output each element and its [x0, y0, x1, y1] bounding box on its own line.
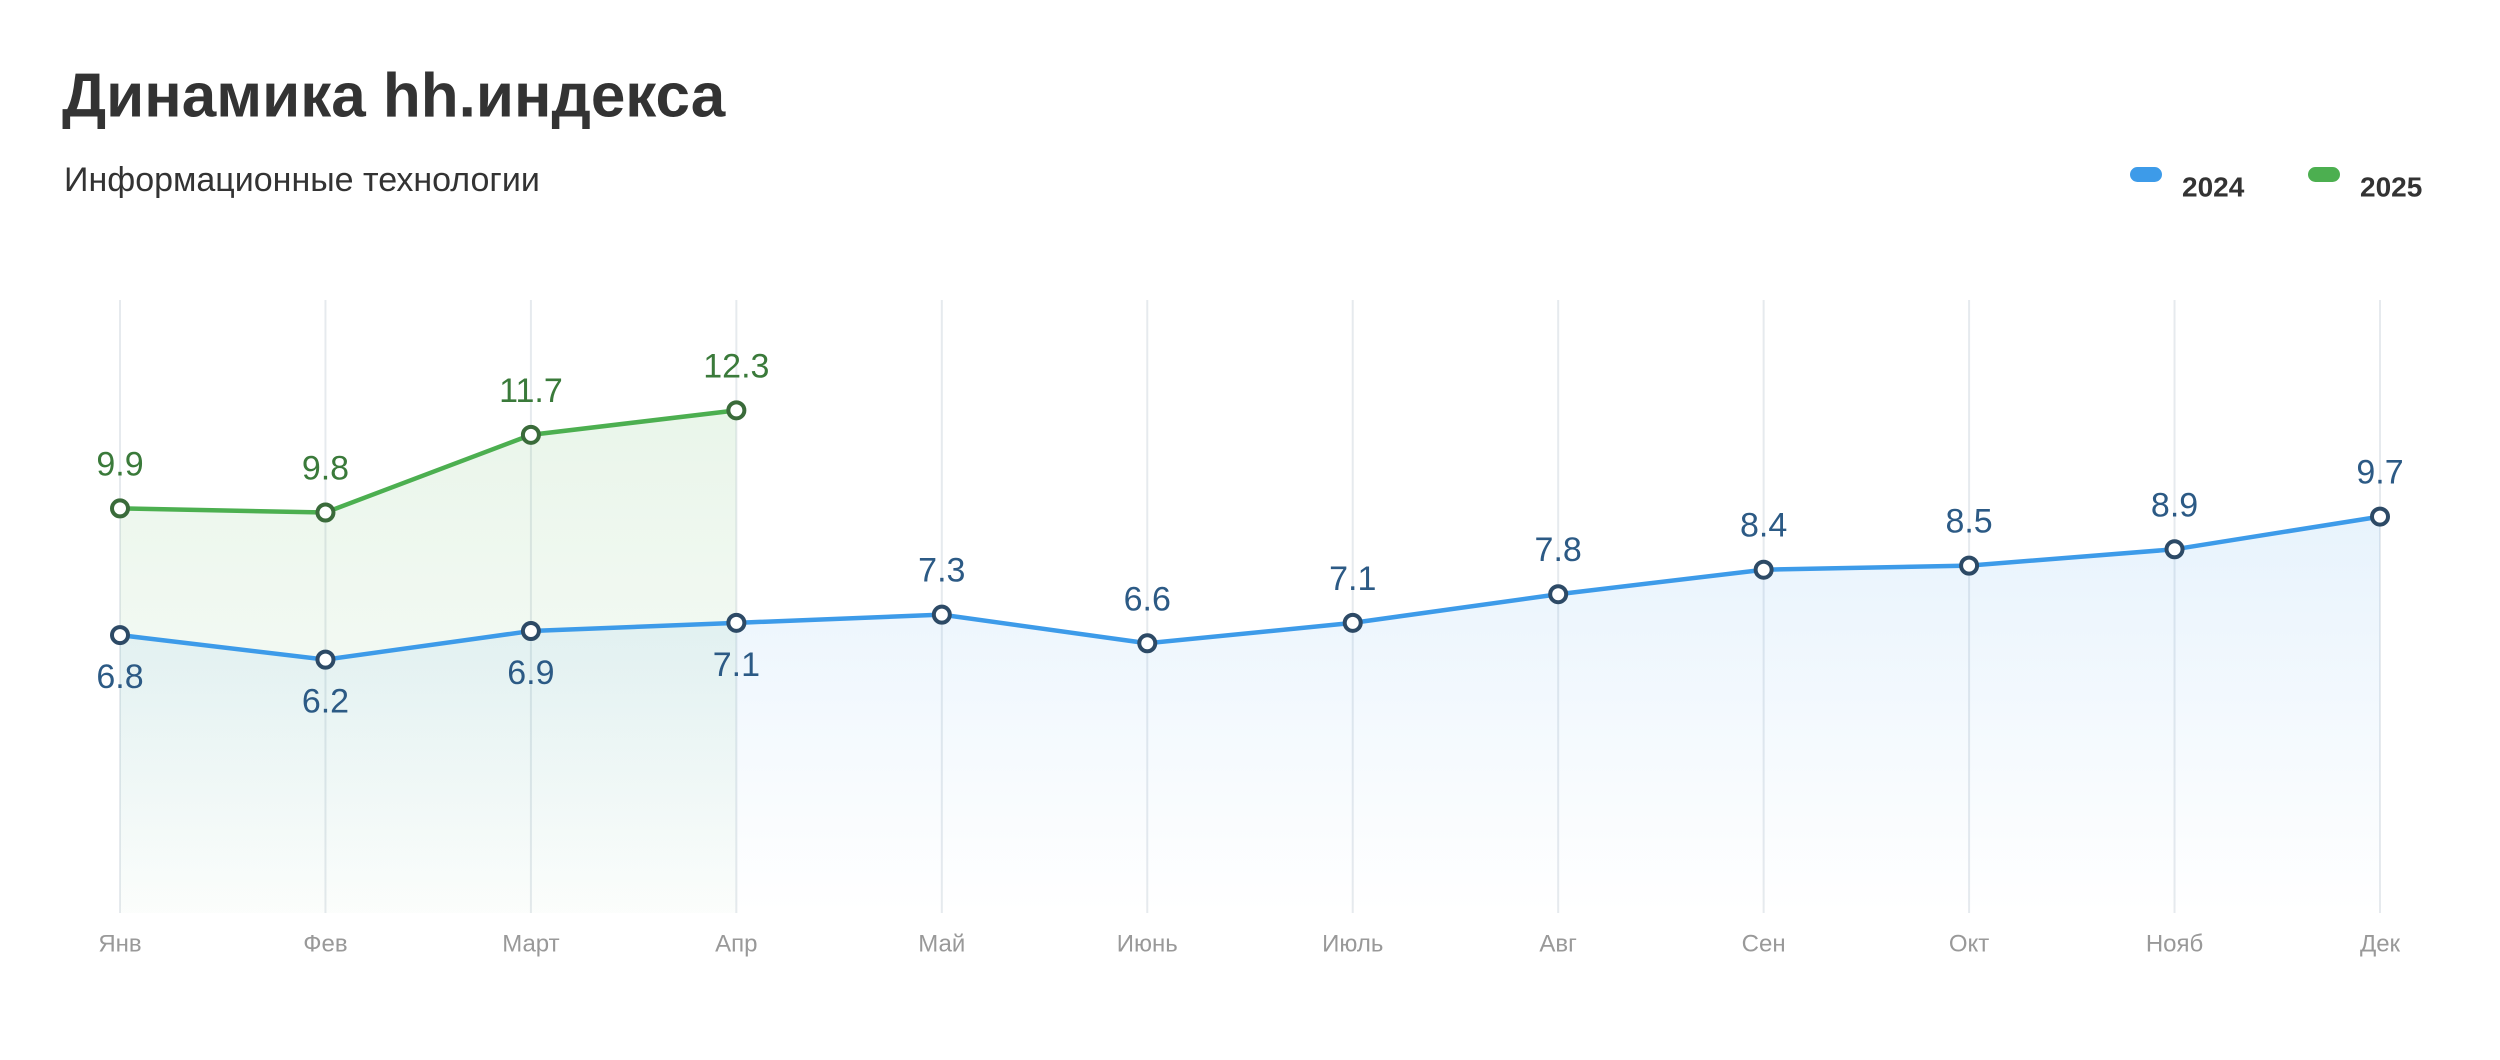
line	[119, 408, 737, 515]
point	[110, 498, 130, 519]
data-label: 7.1	[1329, 560, 1376, 598]
data-label: 6.9	[507, 654, 554, 692]
data-label: 9.8	[302, 449, 349, 487]
legend-label: 2025	[2360, 171, 2422, 202]
x-tick-label: Нояб	[2146, 930, 2203, 957]
x-tick-label: Окт	[1949, 930, 1989, 957]
x-tick-label: Май	[918, 930, 965, 957]
x-tick-label: Янв	[98, 930, 141, 957]
point	[726, 400, 747, 421]
data-label: 11.7	[499, 372, 563, 410]
point	[1959, 555, 1980, 576]
x-tick-label: Дек	[2360, 930, 2401, 957]
x-tick-label: Апр	[715, 930, 757, 957]
data-label: 8.5	[1945, 503, 1992, 541]
data-label: 7.1	[713, 646, 760, 684]
data-label: 6.6	[1124, 580, 1171, 618]
legend-swatch	[2130, 167, 2162, 182]
point	[315, 649, 336, 670]
data-label: 8.4	[1740, 507, 1787, 545]
x-tick-label: Июнь	[1117, 930, 1178, 957]
x-tick-label: Авг	[1539, 930, 1577, 957]
data-label: 9.9	[96, 445, 143, 483]
x-tick-label: Сен	[1742, 930, 1786, 957]
data-label: 9.7	[2356, 454, 2403, 492]
legend-swatch	[2308, 167, 2340, 182]
point	[1342, 612, 1363, 633]
line	[119, 514, 2381, 662]
point	[520, 424, 541, 445]
point	[520, 621, 541, 642]
data-label: 12.3	[703, 347, 769, 385]
x-tick-label: Фев	[303, 930, 347, 957]
point	[110, 625, 130, 646]
x-tick-label: Июль	[1322, 930, 1383, 957]
point	[2164, 539, 2185, 560]
data-label: 6.2	[302, 683, 349, 721]
data-label: 6.8	[96, 658, 143, 696]
data-label: 8.9	[2151, 486, 2198, 524]
point	[1137, 633, 1158, 654]
point	[1548, 584, 1569, 605]
chart-subtitle: Информационные технологии	[64, 161, 540, 199]
data-label: 7.8	[1535, 531, 1582, 569]
area	[120, 516, 2380, 913]
x-tick-label: Март	[502, 930, 559, 957]
point	[315, 502, 336, 523]
legend-label: 2024	[2182, 171, 2245, 202]
point	[1753, 559, 1774, 580]
point	[2370, 506, 2390, 527]
data-label: 7.3	[918, 552, 965, 590]
point	[931, 604, 952, 625]
chart-title: Динамика hh.индекса	[62, 61, 726, 130]
point	[726, 612, 747, 633]
